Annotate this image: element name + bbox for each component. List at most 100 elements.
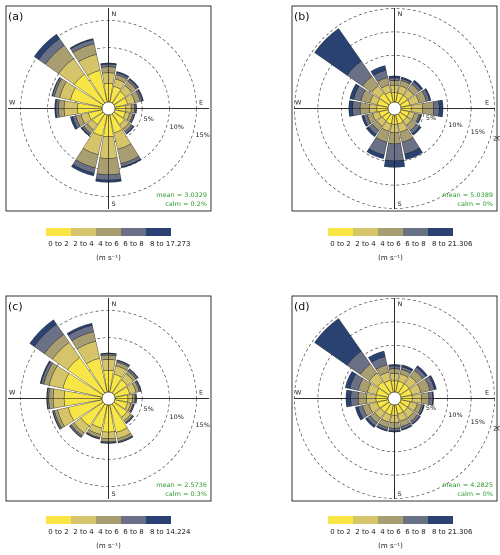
speed-key: 0 to 2 2 to 4 4 to 6 6 to 8 8 to 14.224 (m s⁻…	[46, 516, 191, 550]
key-swatch	[378, 516, 403, 524]
calm-hub	[101, 101, 116, 116]
key-label: 6 to 8	[405, 528, 425, 536]
petal-segment	[100, 352, 117, 355]
key-swatch	[46, 516, 71, 524]
ring-label: 15%	[471, 128, 485, 136]
petal-segment	[51, 76, 61, 97]
key-swatch	[71, 228, 96, 236]
key-label: 2 to 4	[73, 528, 94, 536]
petal-segment	[46, 387, 49, 410]
petal-segment	[69, 425, 82, 438]
petal-segment	[404, 147, 423, 160]
petal-segment	[355, 406, 364, 421]
direction-west: W	[9, 389, 16, 397]
petal-segment	[130, 114, 136, 124]
key-swatch	[328, 516, 353, 524]
petal-segment	[345, 371, 357, 389]
petal-segment	[419, 404, 425, 416]
ring-label: 20%	[493, 135, 500, 143]
speed-key: 0 to 2 2 to 4 4 to 6 6 to 8 8 to 21.306 (m s⁻…	[328, 228, 473, 262]
key-swatch	[428, 516, 453, 524]
direction-north: N	[398, 10, 403, 18]
petal-segment	[314, 318, 362, 366]
key-swatch	[428, 228, 453, 236]
ring-label: 10%	[170, 413, 184, 421]
calm-percent: calm = 0%	[457, 200, 493, 208]
petal-segment	[116, 71, 130, 78]
key-units: (m s⁻¹)	[378, 254, 403, 262]
panel-label: (d)	[294, 300, 310, 313]
calm-percent: calm = 0.2%	[165, 200, 207, 208]
direction-south: S	[398, 490, 402, 498]
ring-label: 20%	[493, 425, 500, 433]
petal-segment	[376, 425, 388, 432]
key-label: 2 to 4	[355, 240, 376, 248]
petal-segment	[136, 380, 142, 392]
key-swatch	[328, 228, 353, 236]
petal-segment	[400, 76, 413, 83]
petal-segment	[401, 364, 414, 372]
direction-south: S	[398, 200, 402, 208]
petal-segment	[365, 126, 377, 138]
direction-east: E	[485, 389, 489, 397]
petal-segment	[85, 433, 100, 440]
petal-segment	[80, 126, 91, 137]
petal-segment	[424, 88, 432, 101]
key-swatch	[353, 228, 378, 236]
petal-segment	[368, 350, 386, 363]
mean-speed: mean = 3.0329	[156, 191, 207, 199]
petal-segment	[128, 368, 139, 379]
petal-segment	[125, 125, 135, 135]
mean-speed: mean = 4.2825	[442, 481, 493, 489]
key-label: 4 to 6	[98, 528, 119, 536]
panel-label: (c)	[8, 300, 23, 313]
key-label: 4 to 6	[98, 240, 119, 248]
petal-segment	[116, 359, 131, 366]
ring-label: 5%	[144, 115, 154, 123]
calm-hub	[101, 391, 116, 406]
mean-speed: mean = 2.5736	[156, 481, 207, 489]
key-units: (m s⁻¹)	[378, 542, 403, 550]
calm-percent: calm = 0.3%	[165, 490, 207, 498]
petal-segment	[29, 319, 57, 347]
petal-segment	[118, 436, 134, 444]
petal-segment	[39, 360, 51, 384]
ring-label: 15%	[471, 418, 485, 426]
key-label: 0 to 2	[48, 240, 68, 248]
petal-segment	[428, 375, 437, 390]
key-swatch	[121, 516, 146, 524]
key-label: 6 to 8	[123, 240, 143, 248]
petal-segment	[128, 77, 140, 89]
petal-segment	[349, 83, 360, 100]
petal-segment	[412, 79, 424, 91]
key-label: 2 to 4	[355, 528, 376, 536]
petal-segment	[417, 114, 423, 124]
petal-segment	[366, 148, 385, 159]
direction-south: S	[112, 200, 116, 208]
petal-segment	[66, 322, 93, 336]
key-swatch	[353, 516, 378, 524]
key-swatch	[46, 228, 71, 236]
calm-hub	[387, 101, 402, 116]
key-label: 8 to 14.224	[150, 528, 191, 536]
key-units: (m s⁻¹)	[96, 254, 121, 262]
direction-north: N	[112, 10, 117, 18]
key-swatch	[96, 228, 121, 236]
key-swatch	[378, 228, 403, 236]
key-label: 0 to 2	[330, 240, 350, 248]
petal-segment	[71, 164, 95, 177]
key-swatch	[403, 228, 428, 236]
petal-segment	[70, 116, 78, 130]
key-swatch	[403, 516, 428, 524]
ring-label: 5%	[426, 114, 436, 122]
key-swatch	[121, 228, 146, 236]
petal-segment	[125, 415, 135, 425]
direction-west: W	[9, 99, 16, 107]
ring-label: 10%	[448, 411, 462, 419]
key-units: (m s⁻¹)	[96, 542, 121, 550]
petal-segment	[121, 158, 142, 169]
petal-segment	[401, 425, 413, 431]
direction-north: N	[398, 300, 403, 308]
